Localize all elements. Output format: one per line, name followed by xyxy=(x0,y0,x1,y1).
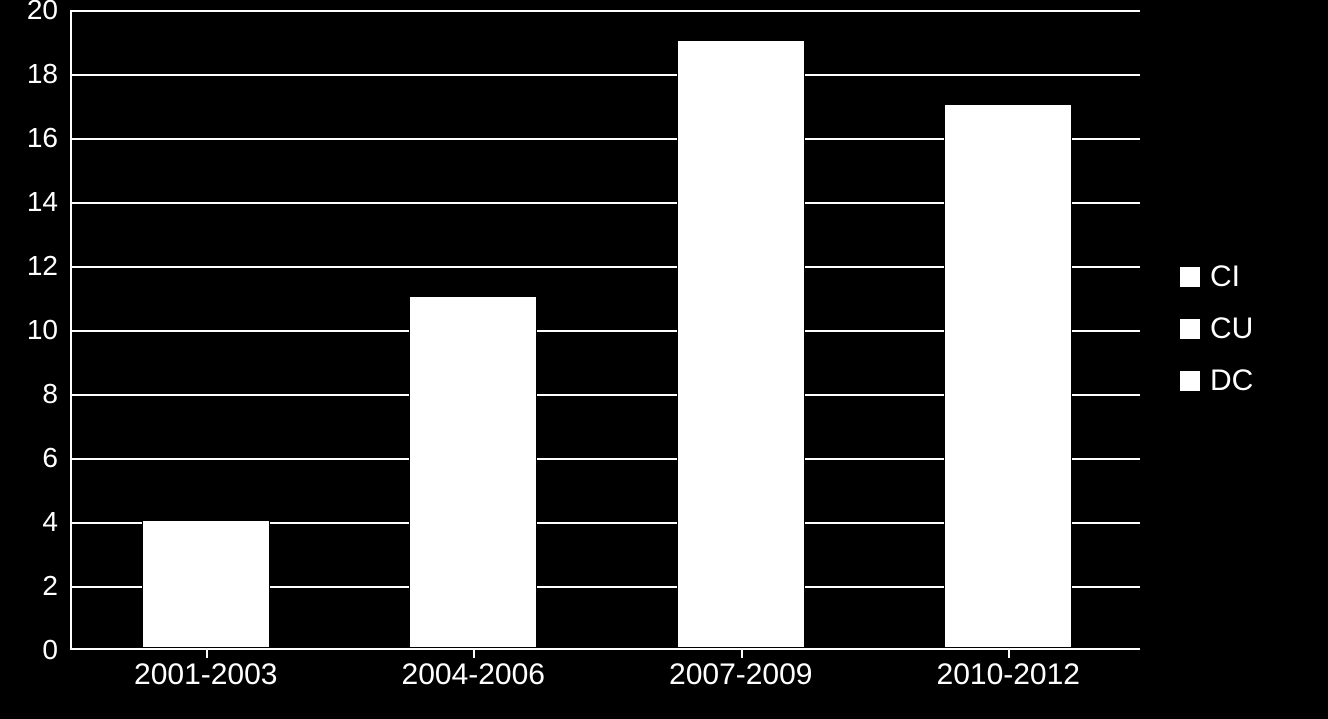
legend-item: DC xyxy=(1180,364,1253,398)
bar xyxy=(409,296,537,648)
bar xyxy=(944,104,1072,648)
legend-item: CI xyxy=(1180,260,1253,294)
bar-group xyxy=(944,104,1072,648)
chart-container: 0 2 4 6 8 10 12 14 16 18 20 2001-2003 2004-2006 2007-… xyxy=(0,0,1328,719)
legend-item: CU xyxy=(1180,312,1253,346)
y-tick-label: 12 xyxy=(27,250,72,282)
legend-swatch-icon xyxy=(1180,371,1200,391)
y-tick-label: 16 xyxy=(27,122,72,154)
y-tick-label: 6 xyxy=(42,442,72,474)
plot-area: 024681012141618202001-20032004-20062007-… xyxy=(70,10,1140,650)
x-axis-label: 2001-2003 xyxy=(134,648,277,692)
legend-swatch-icon xyxy=(1180,267,1200,287)
y-tick-label: 10 xyxy=(27,314,72,346)
legend-swatch-icon xyxy=(1180,319,1200,339)
y-tick-label: 14 xyxy=(27,186,72,218)
x-axis-label: 2004-2006 xyxy=(402,648,545,692)
y-tick-label: 8 xyxy=(42,378,72,410)
y-tick-label: 18 xyxy=(27,58,72,90)
gridline xyxy=(72,74,1140,76)
y-tick-label: 4 xyxy=(42,506,72,538)
y-tick-label: 20 xyxy=(27,0,72,26)
y-tick-label: 0 xyxy=(42,634,72,666)
bar-group xyxy=(142,520,270,648)
bar-group xyxy=(409,296,537,648)
legend: CI CU DC xyxy=(1180,260,1253,398)
x-axis-label: 2010-2012 xyxy=(937,648,1080,692)
legend-label: CI xyxy=(1210,260,1240,294)
legend-label: CU xyxy=(1210,312,1253,346)
bar xyxy=(142,520,270,648)
x-axis-label: 2007-2009 xyxy=(669,648,812,692)
legend-label: DC xyxy=(1210,364,1253,398)
y-tick-label: 2 xyxy=(42,570,72,602)
bar-group xyxy=(677,40,805,648)
bar xyxy=(677,40,805,648)
gridline xyxy=(72,10,1140,12)
